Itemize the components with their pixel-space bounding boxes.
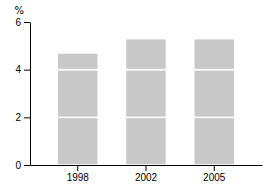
- bar: [126, 70, 167, 118]
- x-tick-mark: [77, 165, 78, 171]
- y-tick-label: 4: [15, 64, 21, 75]
- bar-series: [57, 39, 234, 70]
- x-tick-label: 1998: [67, 172, 90, 183]
- bar-series: [57, 70, 234, 118]
- bar-series: [57, 117, 234, 165]
- x-tick-label: 2005: [203, 172, 226, 183]
- y-axis: 0 2 4 6: [15, 17, 30, 171]
- y-tick: 2: [15, 112, 30, 123]
- x-tick: 1998: [67, 165, 90, 183]
- x-tick-mark: [214, 165, 215, 171]
- x-tick: 2005: [203, 165, 226, 183]
- y-tick: 0: [15, 160, 30, 171]
- bar: [194, 117, 235, 165]
- x-tick-mark: [146, 165, 147, 171]
- bar: [57, 53, 98, 70]
- y-tick: 4: [15, 64, 30, 75]
- bar: [194, 70, 235, 118]
- bars: [57, 39, 234, 165]
- x-tick: 2002: [135, 165, 158, 183]
- y-tick-mark: [24, 165, 30, 166]
- plot: 1998 2002 2005 0 2 4 6: [15, 17, 262, 183]
- x-axis: 1998 2002 2005: [31, 165, 263, 183]
- y-label: %: [14, 5, 24, 16]
- y-tick-mark: [24, 22, 30, 23]
- y-tick-mark: [24, 70, 30, 71]
- y-tick-mark: [24, 117, 30, 118]
- bar: [126, 117, 167, 165]
- y-tick-label: 0: [15, 160, 21, 171]
- y-tick: 6: [15, 17, 30, 28]
- bar: [57, 70, 98, 118]
- y-tick-label: 6: [15, 17, 21, 28]
- bar: [194, 39, 235, 70]
- y-axis-line: [30, 23, 31, 166]
- bar: [126, 39, 167, 70]
- y-tick-label: 2: [15, 112, 21, 123]
- bar: [57, 117, 98, 165]
- chart: 1998 2002 2005 0 2 4 6%: [0, 0, 272, 189]
- x-tick-label: 2002: [135, 172, 158, 183]
